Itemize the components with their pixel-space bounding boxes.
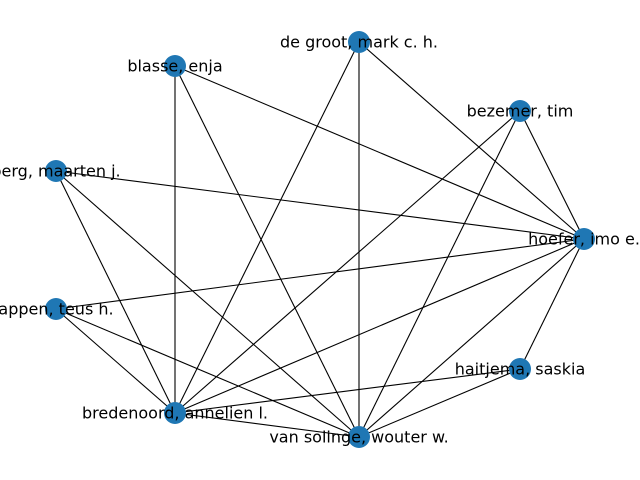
edge-hoefer-vansolinge — [358, 238, 585, 438]
edge-berg-bredenoord — [55, 170, 176, 414]
edge-hoefer-haitjema — [519, 238, 585, 370]
edge-kappen-vansolinge — [55, 308, 360, 438]
node-blasse[interactable] — [164, 55, 186, 77]
edge-haitjema-bredenoord — [174, 368, 521, 414]
node-haitjema[interactable] — [509, 358, 531, 380]
node-kappen[interactable] — [45, 298, 67, 320]
node-label-hoefer: hoefer, imo e. — [528, 230, 640, 249]
node-vansolinge[interactable] — [348, 426, 370, 448]
node-bezemer[interactable] — [509, 100, 531, 122]
node-label-haitjema: haitjema, saskia — [455, 360, 586, 379]
edge-bredenoord-vansolinge — [174, 412, 360, 438]
node-hoefer[interactable] — [573, 228, 595, 250]
node-berg[interactable] — [45, 160, 67, 182]
edge-bezemer-hoefer — [519, 110, 585, 240]
node-label-kappen: appen, teus h. — [0, 300, 114, 319]
edge-bezemer-bredenoord — [174, 110, 521, 414]
edge-haitjema-vansolinge — [358, 368, 521, 438]
labels-layer: blasse, enja de groot, mark c. h. bezemer,… — [0, 33, 640, 447]
edge-degroot-bredenoord — [174, 41, 360, 414]
nodes-layer — [45, 31, 595, 448]
node-label-vansolinge: van solinge, wouter w. — [269, 428, 448, 447]
edge-berg-hoefer — [55, 170, 585, 240]
edge-degroot-hoefer — [358, 41, 585, 240]
edge-kappen-hoefer — [55, 238, 585, 310]
node-label-blasse: blasse, enja — [127, 57, 222, 76]
node-bredenoord[interactable] — [164, 402, 186, 424]
edge-bezemer-vansolinge — [358, 110, 521, 438]
edge-berg-vansolinge — [55, 170, 360, 438]
node-label-bredenoord: bredenoord, annelien l. — [82, 404, 268, 423]
node-label-degroot: de groot, mark c. h. — [280, 33, 438, 52]
node-label-berg: berg, maarten j. — [0, 162, 121, 181]
node-label-bezemer: bezemer, tim — [467, 102, 574, 121]
edge-kappen-bredenoord — [55, 308, 176, 414]
node-degroot[interactable] — [348, 31, 370, 53]
edge-blasse-vansolinge — [174, 65, 360, 438]
edge-blasse-hoefer — [174, 65, 585, 240]
edge-hoefer-bredenoord — [174, 238, 585, 414]
edges-layer — [55, 41, 585, 438]
